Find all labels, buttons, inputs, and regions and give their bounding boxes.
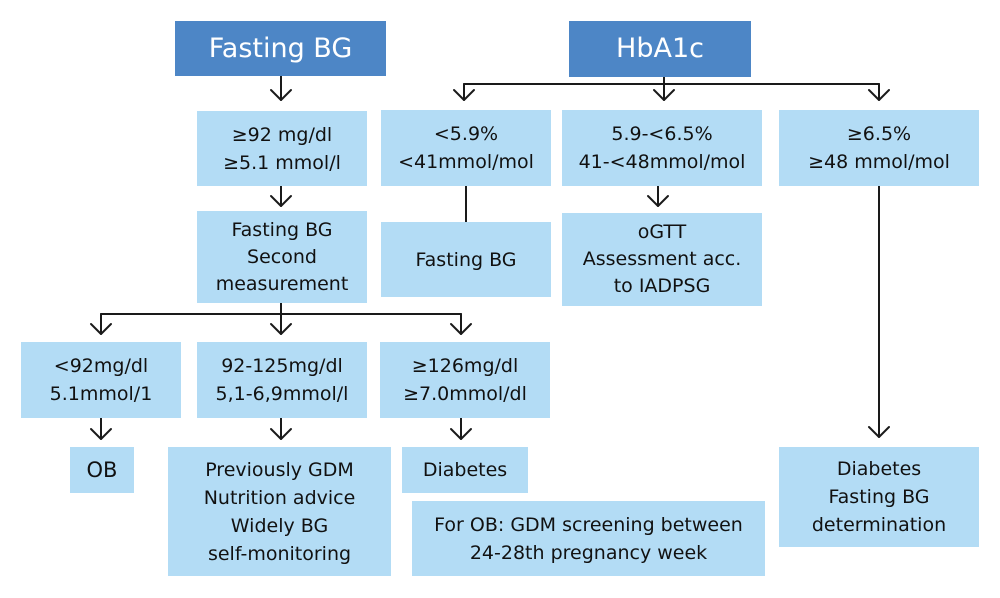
box-text-line: 5,1-6,9mmol/l	[215, 383, 349, 405]
box-text-line: Fasting BG	[828, 486, 930, 508]
hba1c-high-box: ≥6.5% ≥48 mmol/mol	[779, 110, 979, 186]
arrowhead	[868, 426, 890, 438]
box-text-line: to IADPSG	[613, 275, 711, 297]
arrowhead	[270, 89, 292, 101]
box-text-line: 5.1mmol/1	[49, 383, 153, 405]
previously-gdm-box: Previously GDM Nutrition advice Widely B…	[168, 447, 391, 576]
box-text-line: ≥92 mg/dl	[231, 123, 333, 146]
box-text-line: ≥126mg/dl	[411, 355, 519, 377]
box-text-line: Fasting BG	[231, 218, 333, 241]
fasting-bg-mid-box: 92-125mg/dl 5,1-6,9mmol/l	[197, 342, 367, 418]
box-text-line: 92-125mg/dl	[221, 355, 343, 377]
fasting-bg-low-box: <92mg/dl 5.1mmol/1	[21, 342, 181, 418]
arrowhead	[453, 89, 475, 101]
hba1c-low-box: <5.9% <41mmol/mol	[381, 110, 551, 186]
box-text-line: Diabetes	[836, 458, 922, 480]
box-text-line: oGTT	[637, 221, 687, 243]
box-text-line: self-monitoring	[207, 542, 352, 565]
ogtt-box: oGTT Assessment acc. to IADPSG	[562, 213, 762, 306]
box-text-line: 5.9-<6.5%	[611, 123, 713, 145]
fasting-bg-header-label: Fasting BG	[208, 32, 353, 64]
box-text-line: Fasting BG	[415, 248, 517, 271]
box-text-line: Diabetes	[422, 459, 508, 481]
box-text-line: measurement	[215, 272, 349, 295]
arrowhead	[270, 323, 292, 335]
box-text-line: 24-28th pregnancy week	[469, 541, 708, 564]
box-text-line: Widely BG	[230, 514, 329, 537]
box-text-line: ≥5.1 mmol/l	[223, 151, 341, 174]
hba1c-header-label: HbA1c	[616, 33, 704, 64]
ob-note-box: For OB: GDM screening between 24-28th pr…	[412, 501, 765, 576]
box-text-line: Previously GDM	[205, 458, 354, 481]
box-text-line: For OB: GDM screening between	[434, 513, 743, 536]
box-text-line: <5.9%	[433, 123, 499, 145]
arrowhead	[647, 195, 669, 207]
box-text-line: <41mmol/mol	[398, 151, 534, 173]
box-text-line: ≥6.5%	[846, 123, 912, 145]
fasting-bg-header: Fasting BG	[175, 21, 386, 76]
box-text-line: ≥7.0mmol/dl	[403, 383, 527, 405]
hba1c-diabetes-box: Diabetes Fasting BG determination	[779, 447, 979, 547]
arrowhead	[868, 89, 890, 101]
box-text-line: ≥48 mmol/mol	[808, 151, 950, 173]
arrowhead	[90, 323, 112, 335]
box-text-line: <92mg/dl	[53, 355, 149, 377]
arrowhead	[270, 428, 292, 440]
arrowhead	[450, 428, 472, 440]
box-text-line: Second	[247, 245, 317, 268]
arrowhead	[90, 428, 112, 440]
fasting-bg-high-box: ≥126mg/dl ≥7.0mmol/dl	[380, 342, 550, 418]
hba1c-mid-box: 5.9-<6.5% 41-<48mmol/mol	[562, 110, 762, 186]
box-text-line: determination	[811, 514, 947, 536]
diabetes-box: Diabetes	[402, 447, 528, 493]
box-text-line: OB	[86, 458, 118, 482]
hba1c-header: HbA1c	[569, 21, 751, 77]
ob-box: OB	[70, 447, 134, 493]
arrowhead	[653, 89, 675, 101]
box-text-line: Nutrition advice	[203, 486, 356, 509]
arrowhead	[450, 323, 472, 335]
box-text-line: Assessment acc.	[582, 248, 742, 270]
fasting-bg-second-measurement-box: Fasting BG Second measurement	[197, 211, 367, 303]
hba1c-low-result-box: Fasting BG	[381, 222, 551, 297]
fasting-bg-threshold-box: ≥92 mg/dl ≥5.1 mmol/l	[197, 111, 367, 186]
arrowhead	[270, 195, 292, 207]
box-text-line: 41-<48mmol/mol	[578, 151, 746, 173]
